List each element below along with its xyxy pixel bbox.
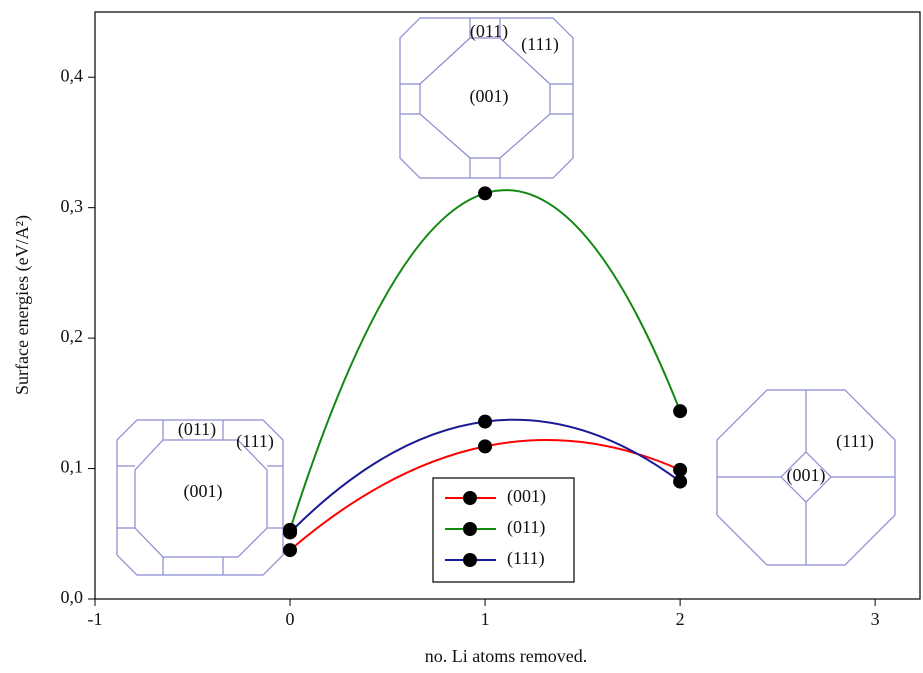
x-tick-label: 3	[871, 609, 880, 629]
annotation: (111)	[836, 431, 874, 452]
marker	[478, 415, 492, 429]
marker	[478, 186, 492, 200]
y-tick-label: 0,0	[61, 587, 84, 607]
y-tick-label: 0,3	[61, 196, 84, 216]
x-axis-label: no. Li atoms removed.	[425, 646, 587, 666]
annotation: (001)	[787, 465, 826, 486]
marker	[673, 475, 687, 489]
legend-label: (011)	[507, 517, 545, 538]
annotation: (001)	[184, 481, 223, 502]
legend-label: (111)	[507, 548, 545, 569]
marker	[673, 404, 687, 418]
x-tick-label: 2	[676, 609, 685, 629]
marker	[283, 543, 297, 557]
x-tick-label: -1	[88, 609, 103, 629]
marker	[478, 439, 492, 453]
legend-marker	[463, 491, 477, 505]
annotation: (011)	[470, 21, 508, 42]
chart: no. Li atoms removed. Surface energies (…	[0, 0, 923, 673]
x-tick-label: 0	[286, 609, 295, 629]
y-tick-label: 0,1	[61, 457, 84, 477]
legend-marker	[463, 553, 477, 567]
annotation: (111)	[236, 431, 274, 452]
y-axis-label: Surface energies (eV/A²)	[12, 215, 33, 395]
legend-marker	[463, 522, 477, 536]
y-tick-label: 0,4	[61, 65, 84, 85]
annotation: (001)	[470, 86, 509, 107]
marker	[283, 525, 297, 539]
x-tick-label: 1	[481, 609, 490, 629]
annotation: (011)	[178, 419, 216, 440]
annotation: (111)	[521, 34, 559, 55]
legend: (001) (011) (111)	[433, 478, 574, 582]
y-tick-label: 0,2	[61, 326, 84, 346]
legend-label: (001)	[507, 486, 546, 507]
